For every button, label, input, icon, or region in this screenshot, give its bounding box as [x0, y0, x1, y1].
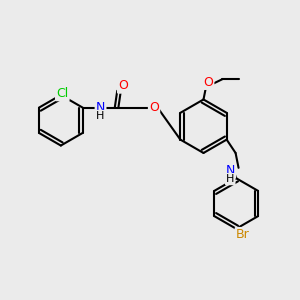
Text: O: O [203, 76, 213, 89]
Text: O: O [118, 80, 128, 92]
Text: H: H [226, 174, 234, 184]
Text: H: H [96, 111, 105, 121]
Text: N: N [96, 101, 105, 114]
Text: N: N [226, 164, 235, 177]
Text: O: O [149, 101, 159, 114]
Text: Br: Br [236, 228, 250, 241]
Text: Cl: Cl [56, 87, 68, 100]
